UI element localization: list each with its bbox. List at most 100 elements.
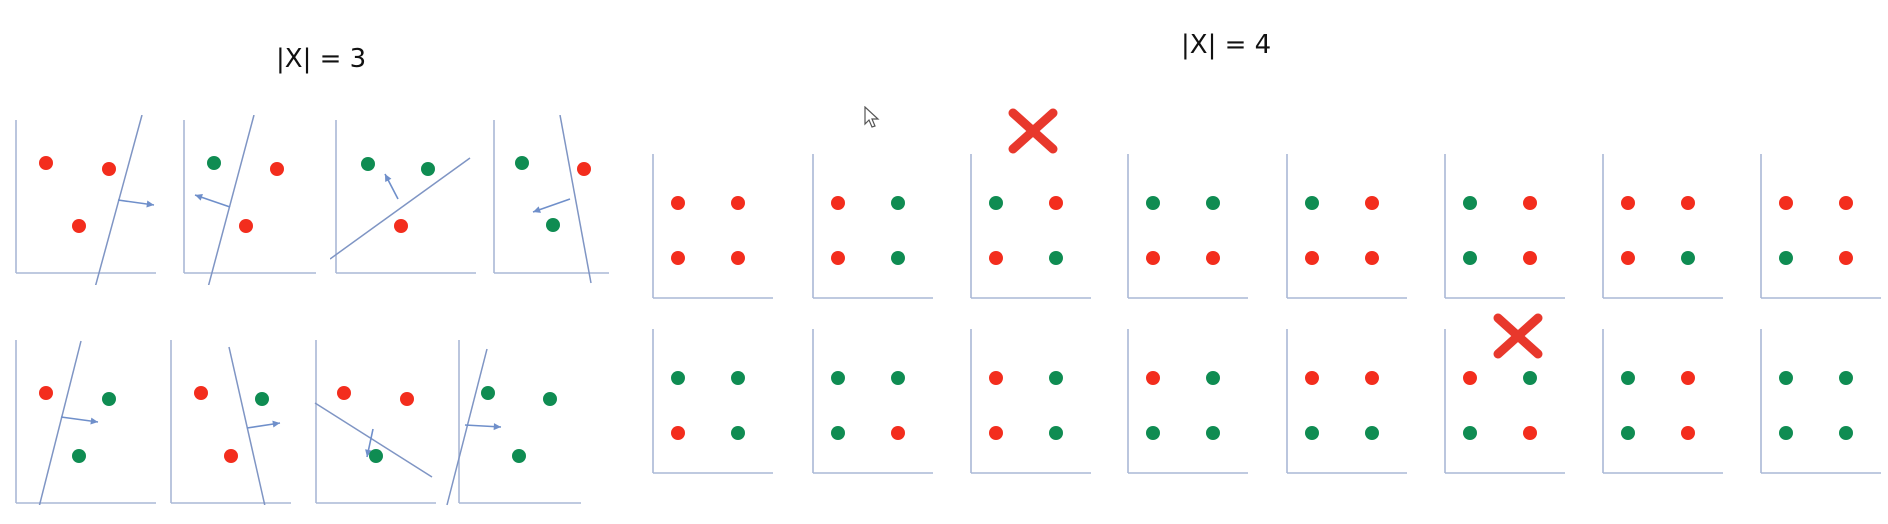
red-point [39, 386, 53, 400]
green-point [1305, 426, 1319, 440]
red-point [989, 251, 1003, 265]
red-point [1523, 196, 1537, 210]
red-point [671, 251, 685, 265]
red-point [1621, 196, 1635, 210]
four-point-panel [1602, 154, 1723, 299]
red-point [1681, 426, 1695, 440]
green-point [891, 196, 905, 210]
separating-line [38, 340, 82, 505]
red-point [1305, 251, 1319, 265]
green-point [512, 449, 526, 463]
title-four-points: |X| = 4 [1181, 30, 1272, 60]
green-point [1463, 426, 1477, 440]
red-point [72, 219, 86, 233]
green-point [1146, 426, 1160, 440]
green-point [1305, 196, 1319, 210]
four-point-panel [1602, 329, 1723, 474]
red-point [194, 386, 208, 400]
red-point [102, 162, 116, 176]
green-point [543, 392, 557, 406]
four-point-panel [652, 329, 773, 474]
red-point [1523, 251, 1537, 265]
four-point-panel [970, 329, 1091, 474]
green-point [102, 392, 116, 406]
normal-arrow-icon [194, 194, 231, 208]
green-point [1779, 426, 1793, 440]
red-point [831, 251, 845, 265]
green-point [831, 371, 845, 385]
red-point [39, 156, 53, 170]
green-point [731, 371, 745, 385]
green-point [1049, 371, 1063, 385]
normal-arrow-icon [60, 416, 99, 425]
green-point [546, 218, 560, 232]
red-point [1049, 196, 1063, 210]
separating-line [228, 346, 266, 505]
three-point-panel [183, 115, 316, 285]
green-point [1049, 426, 1063, 440]
separating-line [314, 402, 433, 478]
red-point [1305, 371, 1319, 385]
green-point [1146, 196, 1160, 210]
four-point-panel [1444, 329, 1565, 474]
three-point-panel [15, 340, 156, 505]
red-point [577, 162, 591, 176]
green-point [891, 251, 905, 265]
red-point [400, 392, 414, 406]
normal-arrow-icon [464, 423, 502, 431]
red-point [239, 219, 253, 233]
green-point [72, 449, 86, 463]
green-point [515, 156, 529, 170]
three-point-panel [493, 115, 609, 284]
four-point-panel [812, 154, 933, 299]
red-point [1463, 371, 1477, 385]
red-point [831, 196, 845, 210]
normal-arrow-icon [246, 420, 281, 429]
green-point [989, 196, 1003, 210]
green-point [1839, 371, 1853, 385]
red-point [337, 386, 351, 400]
red-point [1365, 196, 1379, 210]
green-point [831, 426, 845, 440]
four-point-panel [1127, 154, 1248, 299]
green-point [1839, 426, 1853, 440]
green-point [1206, 196, 1220, 210]
four-point-panel [1127, 329, 1248, 474]
red-point [1839, 196, 1853, 210]
green-point [1681, 251, 1695, 265]
red-point [1365, 251, 1379, 265]
three-point-panel [170, 340, 291, 505]
red-point [671, 196, 685, 210]
red-point [731, 251, 745, 265]
red-point [891, 426, 905, 440]
red-point [1206, 251, 1220, 265]
three-point-panel [15, 115, 156, 285]
four-point-panel [1286, 154, 1407, 299]
green-point [1463, 196, 1477, 210]
green-point [361, 157, 375, 171]
mouse-cursor-icon [864, 106, 880, 128]
normal-arrow-icon [117, 199, 155, 208]
separating-line [330, 157, 471, 260]
four-point-panel [970, 154, 1091, 299]
separating-line [446, 348, 488, 506]
red-point [989, 371, 1003, 385]
separating-line [207, 115, 255, 285]
green-point [1463, 251, 1477, 265]
red-point [1839, 251, 1853, 265]
red-point [1523, 426, 1537, 440]
red-point [1146, 371, 1160, 385]
red-point [1621, 251, 1635, 265]
green-point [1206, 426, 1220, 440]
red-point [1779, 196, 1793, 210]
green-point [207, 156, 221, 170]
green-point [1365, 426, 1379, 440]
four-point-panel [1444, 154, 1565, 299]
green-point [1779, 371, 1793, 385]
normal-arrow-icon [384, 173, 399, 200]
green-point [731, 426, 745, 440]
not-separable-cross-icon [1008, 108, 1058, 154]
green-point [369, 449, 383, 463]
three-point-panel [314, 340, 436, 504]
red-point [224, 449, 238, 463]
